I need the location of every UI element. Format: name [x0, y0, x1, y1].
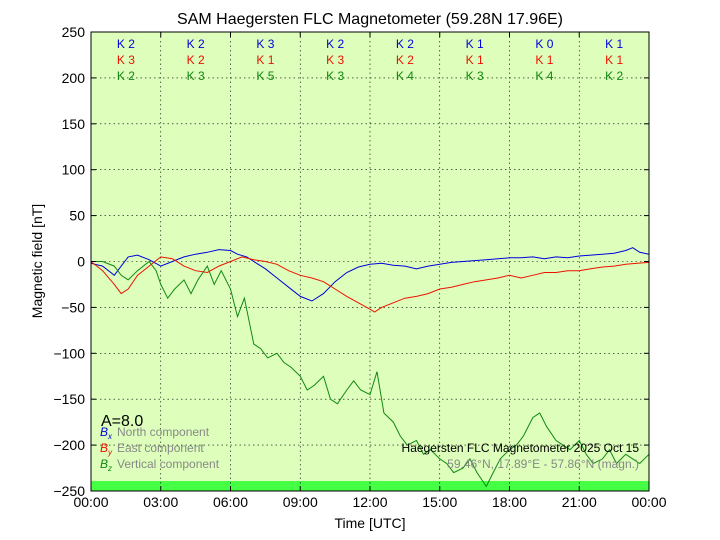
y-tick-label: 50: [69, 208, 85, 224]
k-index-north: K 0: [535, 37, 553, 51]
k-index-east: K 3: [326, 53, 344, 67]
k-index-north: K 2: [326, 37, 344, 51]
k-index-labels: K 2 K 2 K 3 K 2 K 2 K 1 K 0 K 1 K 3 K 2 K 1 K 3 K 2 K…: [117, 37, 624, 83]
k-index-vertical: K 5: [256, 69, 274, 83]
y-tick-label: 100: [62, 162, 86, 178]
x-tick-label: 00:00: [73, 494, 108, 510]
annotation-line1: Haegersten FLC Magnetometer 2025 Oct 15: [402, 441, 640, 455]
k-index-north: K 3: [256, 37, 274, 51]
y-tick-label: 250: [62, 24, 86, 40]
k-index-vertical: K 2: [605, 69, 623, 83]
y-tick-label: 0: [77, 254, 85, 270]
k-index-east: K 3: [117, 53, 135, 67]
legend-label: East component: [117, 441, 204, 455]
k-index-vertical: K 3: [187, 69, 205, 83]
k-index-east: K 2: [187, 53, 205, 67]
x-tick-label: 09:00: [283, 494, 318, 510]
legend-label: Vertical component: [117, 457, 220, 471]
k-index-vertical: K 2: [117, 69, 135, 83]
y-tick-label: 150: [62, 116, 86, 132]
x-tick-label: 00:00: [631, 494, 666, 510]
k-index-vertical: K 4: [396, 69, 414, 83]
y-tick-label: −250: [53, 483, 85, 499]
k-index-vertical: K 4: [535, 69, 553, 83]
legend-subscript: z: [107, 464, 112, 473]
series-layer: [90, 247, 650, 488]
k-index-vertical: K 3: [466, 69, 484, 83]
k-index-north: K 1: [605, 37, 623, 51]
y-tick-label: 200: [62, 70, 86, 86]
y-tick-label: −100: [53, 345, 85, 361]
y-tick-label: −200: [53, 437, 85, 453]
grid-lines: [91, 32, 649, 491]
k-index-east: K 1: [256, 53, 274, 67]
chart-title: SAM Haegersten FLC Magnetometer (59.28N …: [177, 11, 563, 28]
k-index-north: K 2: [117, 37, 135, 51]
legend-subscript: x: [107, 432, 113, 441]
k-index-east: K 1: [466, 53, 484, 67]
x-tick-label: 12:00: [352, 494, 387, 510]
axis-ticks: 00:00 03:00 06:00 09:00 12:00 15:00 18:00 21:00…: [53, 24, 666, 510]
k-index-east: K 1: [605, 53, 623, 67]
x-axis-label: Time [UTC]: [334, 515, 405, 531]
y-axis-label: Magnetic field [nT]: [29, 204, 45, 318]
k-index-north: K 2: [396, 37, 414, 51]
x-tick-label: 15:00: [422, 494, 457, 510]
x-tick-label: 03:00: [143, 494, 178, 510]
legend-subscript: y: [107, 448, 113, 457]
a-index: A=8.0: [101, 413, 143, 430]
k-index-east: K 1: [535, 53, 553, 67]
y-tick-label: −150: [53, 391, 85, 407]
series-line-z: [91, 260, 650, 488]
k-index-vertical: K 3: [326, 69, 344, 83]
annotation-line2: 59.46°N, 17.89°E - 57.86°N (magn.): [447, 457, 639, 471]
k-index-north: K 2: [187, 37, 205, 51]
series-line-x: [90, 247, 650, 302]
series-line-y: [90, 256, 650, 313]
k-index-east: K 2: [396, 53, 414, 67]
y-tick-label: −50: [61, 299, 85, 315]
k-index-north: K 1: [466, 37, 484, 51]
legend-label: North component: [117, 425, 210, 439]
x-tick-label: 18:00: [492, 494, 527, 510]
x-tick-label: 21:00: [562, 494, 597, 510]
x-tick-label: 06:00: [213, 494, 248, 510]
